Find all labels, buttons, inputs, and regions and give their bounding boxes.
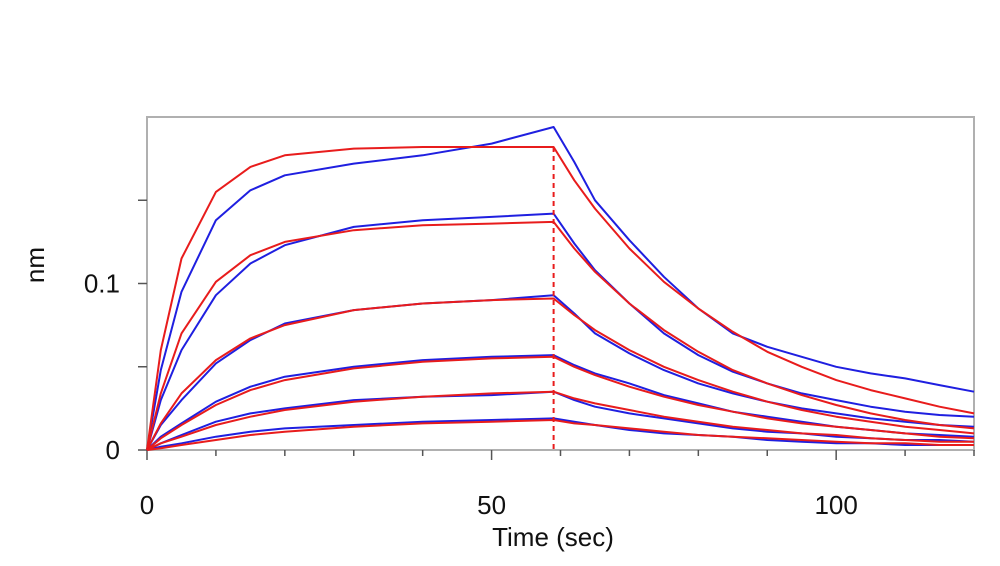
y-tick-label: 0.1 xyxy=(84,269,120,299)
fit-series-line-4 xyxy=(146,355,975,451)
measured-series-line-1 xyxy=(146,126,975,451)
fit-series-line-1 xyxy=(146,146,975,451)
y-tick-label: 0 xyxy=(106,435,120,465)
fit-series-line-6 xyxy=(146,419,974,451)
x-tick-label: 0 xyxy=(140,490,154,520)
fit-series-line-2 xyxy=(146,220,975,451)
fit-series-line-3 xyxy=(146,297,975,451)
y-axis-ticks xyxy=(138,199,147,451)
measured-series-line-5 xyxy=(146,390,975,451)
fit-series-line-5 xyxy=(146,390,974,451)
x-tick-label: 100 xyxy=(814,490,857,520)
measured-series-line-3 xyxy=(146,294,975,451)
y-axis-title: nm xyxy=(20,247,50,283)
measured-series-line-2 xyxy=(146,212,975,451)
y-axis-tick-labels: 00.1 xyxy=(84,269,120,466)
plot-frame xyxy=(146,116,975,451)
fit-series-layer xyxy=(146,146,975,451)
x-tick-label: 50 xyxy=(477,490,506,520)
x-axis-title: Time (sec) xyxy=(492,522,614,552)
x-axis-ticks xyxy=(146,450,975,460)
x-axis-tick-labels: 0 50 100 xyxy=(140,490,858,520)
